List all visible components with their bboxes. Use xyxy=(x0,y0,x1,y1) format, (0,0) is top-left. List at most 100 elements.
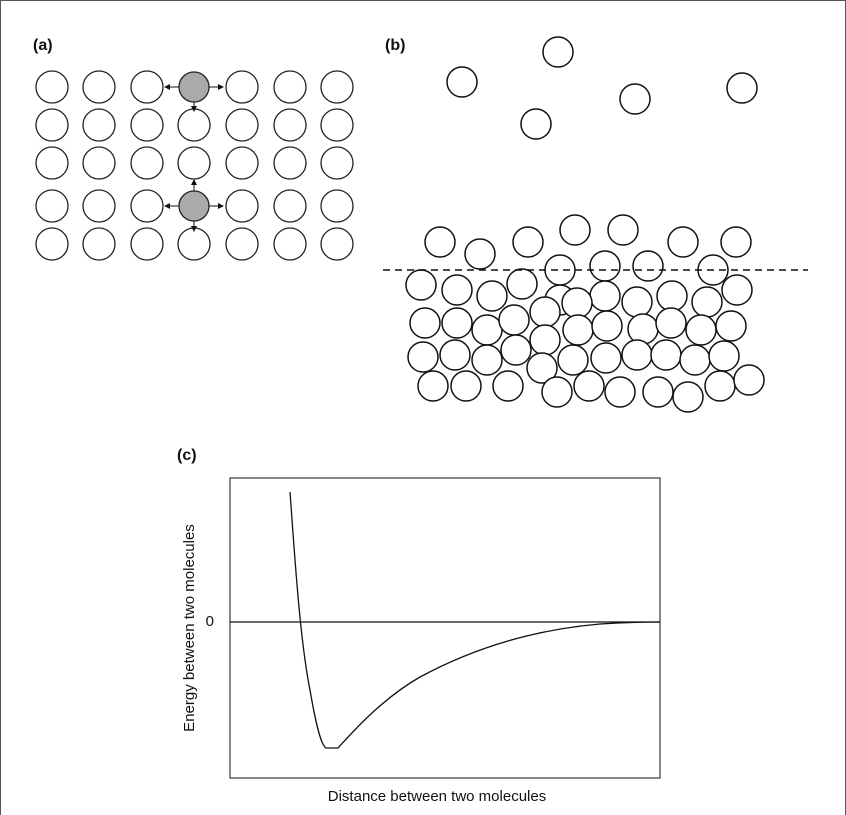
molecule xyxy=(179,72,209,102)
gas-liquid xyxy=(406,37,764,412)
molecule xyxy=(727,73,757,103)
molecule xyxy=(131,228,163,260)
molecule xyxy=(560,215,590,245)
molecule xyxy=(36,228,68,260)
molecule xyxy=(734,365,764,395)
potential-curve xyxy=(290,492,660,748)
molecule xyxy=(563,315,593,345)
molecule xyxy=(709,341,739,371)
molecule xyxy=(321,190,353,222)
molecule xyxy=(447,67,477,97)
molecule xyxy=(83,147,115,179)
molecule xyxy=(321,147,353,179)
molecule xyxy=(226,147,258,179)
molecule xyxy=(274,147,306,179)
y-axis-label: Energy between two molecules xyxy=(181,524,198,732)
plot-box xyxy=(230,478,660,778)
molecule xyxy=(656,308,686,338)
molecule xyxy=(622,287,652,317)
molecule xyxy=(620,84,650,114)
molecule xyxy=(226,109,258,141)
molecule xyxy=(501,335,531,365)
molecule xyxy=(131,71,163,103)
molecule xyxy=(178,109,210,141)
molecule xyxy=(591,343,621,373)
molecule xyxy=(418,371,448,401)
molecule xyxy=(274,109,306,141)
molecule xyxy=(590,281,620,311)
molecule xyxy=(408,342,438,372)
molecule xyxy=(83,190,115,222)
molecule xyxy=(472,315,502,345)
molecule xyxy=(451,371,481,401)
molecule xyxy=(657,281,687,311)
molecule xyxy=(425,227,455,257)
molecule xyxy=(562,288,592,318)
molecule xyxy=(705,371,735,401)
frame xyxy=(1,1,846,815)
molecule xyxy=(226,228,258,260)
molecule xyxy=(83,109,115,141)
molecule xyxy=(178,147,210,179)
molecule xyxy=(721,227,751,257)
molecule xyxy=(651,340,681,370)
molecule xyxy=(542,377,572,407)
molecule xyxy=(440,340,470,370)
molecule xyxy=(321,71,353,103)
molecule xyxy=(633,251,663,281)
molecule xyxy=(83,71,115,103)
molecule xyxy=(521,109,551,139)
figure: (a) (b) (c) 0 Energy between two molecul… xyxy=(0,0,846,815)
molecule xyxy=(622,340,652,370)
molecule xyxy=(668,227,698,257)
molecule xyxy=(36,109,68,141)
molecule xyxy=(226,71,258,103)
molecule xyxy=(83,228,115,260)
molecule xyxy=(605,377,635,407)
molecule xyxy=(545,255,575,285)
molecule xyxy=(716,311,746,341)
molecule xyxy=(472,345,502,375)
molecule xyxy=(36,147,68,179)
molecule xyxy=(590,251,620,281)
molecule xyxy=(442,275,472,305)
molecule xyxy=(680,345,710,375)
molecule xyxy=(274,71,306,103)
molecule xyxy=(131,109,163,141)
molecule xyxy=(673,382,703,412)
molecule xyxy=(513,227,543,257)
molecule xyxy=(608,215,638,245)
molecule xyxy=(692,287,722,317)
molecule xyxy=(628,314,658,344)
molecule xyxy=(465,239,495,269)
molecule xyxy=(686,315,716,345)
molecule xyxy=(410,308,440,338)
molecule xyxy=(643,377,673,407)
molecule xyxy=(442,308,472,338)
molecule xyxy=(722,275,752,305)
molecule xyxy=(274,228,306,260)
molecule xyxy=(321,228,353,260)
molecule xyxy=(131,147,163,179)
molecule xyxy=(592,311,622,341)
panel-label: (c) xyxy=(177,447,197,464)
molecule xyxy=(543,37,573,67)
molecule xyxy=(530,325,560,355)
molecule xyxy=(558,345,588,375)
y-tick-label: 0 xyxy=(206,613,214,630)
molecule xyxy=(477,281,507,311)
molecule xyxy=(226,190,258,222)
molecule xyxy=(131,190,163,222)
molecule xyxy=(507,269,537,299)
x-axis-label: Distance between two molecules xyxy=(328,788,546,805)
lattice xyxy=(36,71,353,260)
molecule xyxy=(179,191,209,221)
molecule xyxy=(274,190,306,222)
panel-label: (a) xyxy=(33,37,53,54)
molecule xyxy=(321,109,353,141)
molecule xyxy=(36,71,68,103)
molecule xyxy=(530,297,560,327)
molecule xyxy=(493,371,523,401)
molecule xyxy=(499,305,529,335)
molecule xyxy=(574,371,604,401)
